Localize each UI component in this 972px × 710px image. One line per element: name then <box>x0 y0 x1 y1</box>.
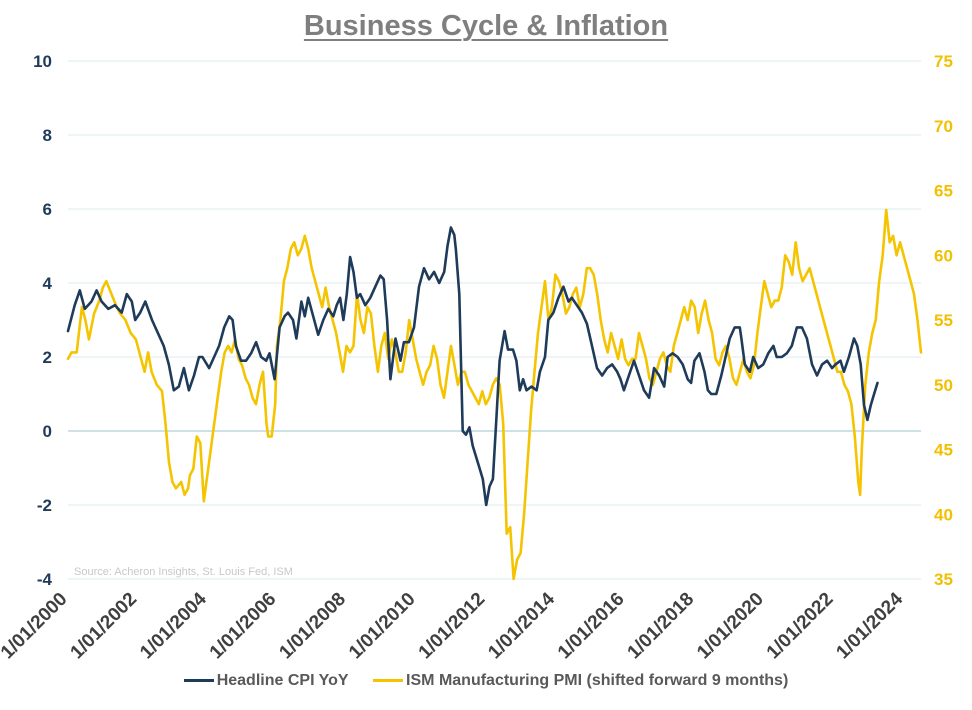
y-right-tick-label: 70 <box>934 117 953 136</box>
x-tick-label: 1/01/2006 <box>206 589 281 664</box>
y-right-tick-label: 65 <box>934 182 953 201</box>
legend: Headline CPI YoY ISM Manufacturing PMI (… <box>0 672 972 690</box>
x-tick-label: 1/01/2010 <box>345 589 420 664</box>
x-tick-label: 1/01/2016 <box>554 589 629 664</box>
legend-label-pmi: ISM Manufacturing PMI (shifted forward 9… <box>406 672 789 689</box>
y-left-tick-label: 2 <box>43 348 52 367</box>
x-tick-label: 1/01/2004 <box>136 588 211 663</box>
x-tick-label: 1/01/2014 <box>484 588 559 663</box>
y-right-tick-label: 45 <box>934 441 953 460</box>
series-line-pmi <box>66 208 923 581</box>
x-tick-label: 1/01/2018 <box>624 589 699 664</box>
x-tick-label: 1/01/2022 <box>763 589 838 664</box>
legend-swatch-cpi <box>183 679 214 683</box>
y-left-tick-label: -2 <box>37 496 52 515</box>
x-tick-label: 1/01/2002 <box>67 589 142 664</box>
y-right-tick-label: 60 <box>934 246 953 265</box>
chart-title: Business Cycle & Inflation <box>303 10 669 42</box>
y-left-tick-label: 6 <box>43 200 52 219</box>
series-lines <box>66 208 923 581</box>
legend-label-cpi: Headline CPI YoY <box>216 672 349 689</box>
gridlines <box>68 60 921 580</box>
x-tick-label: 1/01/2020 <box>693 589 768 664</box>
y-right-tick-label: 55 <box>934 311 953 330</box>
y-left-tick-label: 4 <box>43 274 53 293</box>
x-tick-label: 1/01/2008 <box>275 589 350 664</box>
y-right-tick-label: 40 <box>934 505 953 524</box>
source-note: Source: Acheron Insights, St. Louis Fed,… <box>74 566 293 578</box>
x-tick-label: 1/01/2000 <box>0 589 72 664</box>
legend-item-cpi: Headline CPI YoY <box>183 672 349 690</box>
y-right-tick-label: 50 <box>934 376 953 395</box>
x-tick-label: 1/01/2024 <box>833 588 908 663</box>
y-right-tick-label: 35 <box>934 570 953 589</box>
y-left-tick-label: 0 <box>43 422 52 441</box>
legend-swatch-pmi <box>373 679 404 683</box>
y-left-tick-label: -4 <box>37 570 53 589</box>
y-right-tick-label: 75 <box>934 52 953 71</box>
x-tick-label: 1/01/2012 <box>415 589 490 664</box>
series-line-cpi <box>66 226 879 507</box>
y-left-tick-label: 8 <box>43 126 52 145</box>
legend-item-pmi: ISM Manufacturing PMI (shifted forward 9… <box>373 672 788 690</box>
y-left-tick-label: 10 <box>33 52 52 71</box>
